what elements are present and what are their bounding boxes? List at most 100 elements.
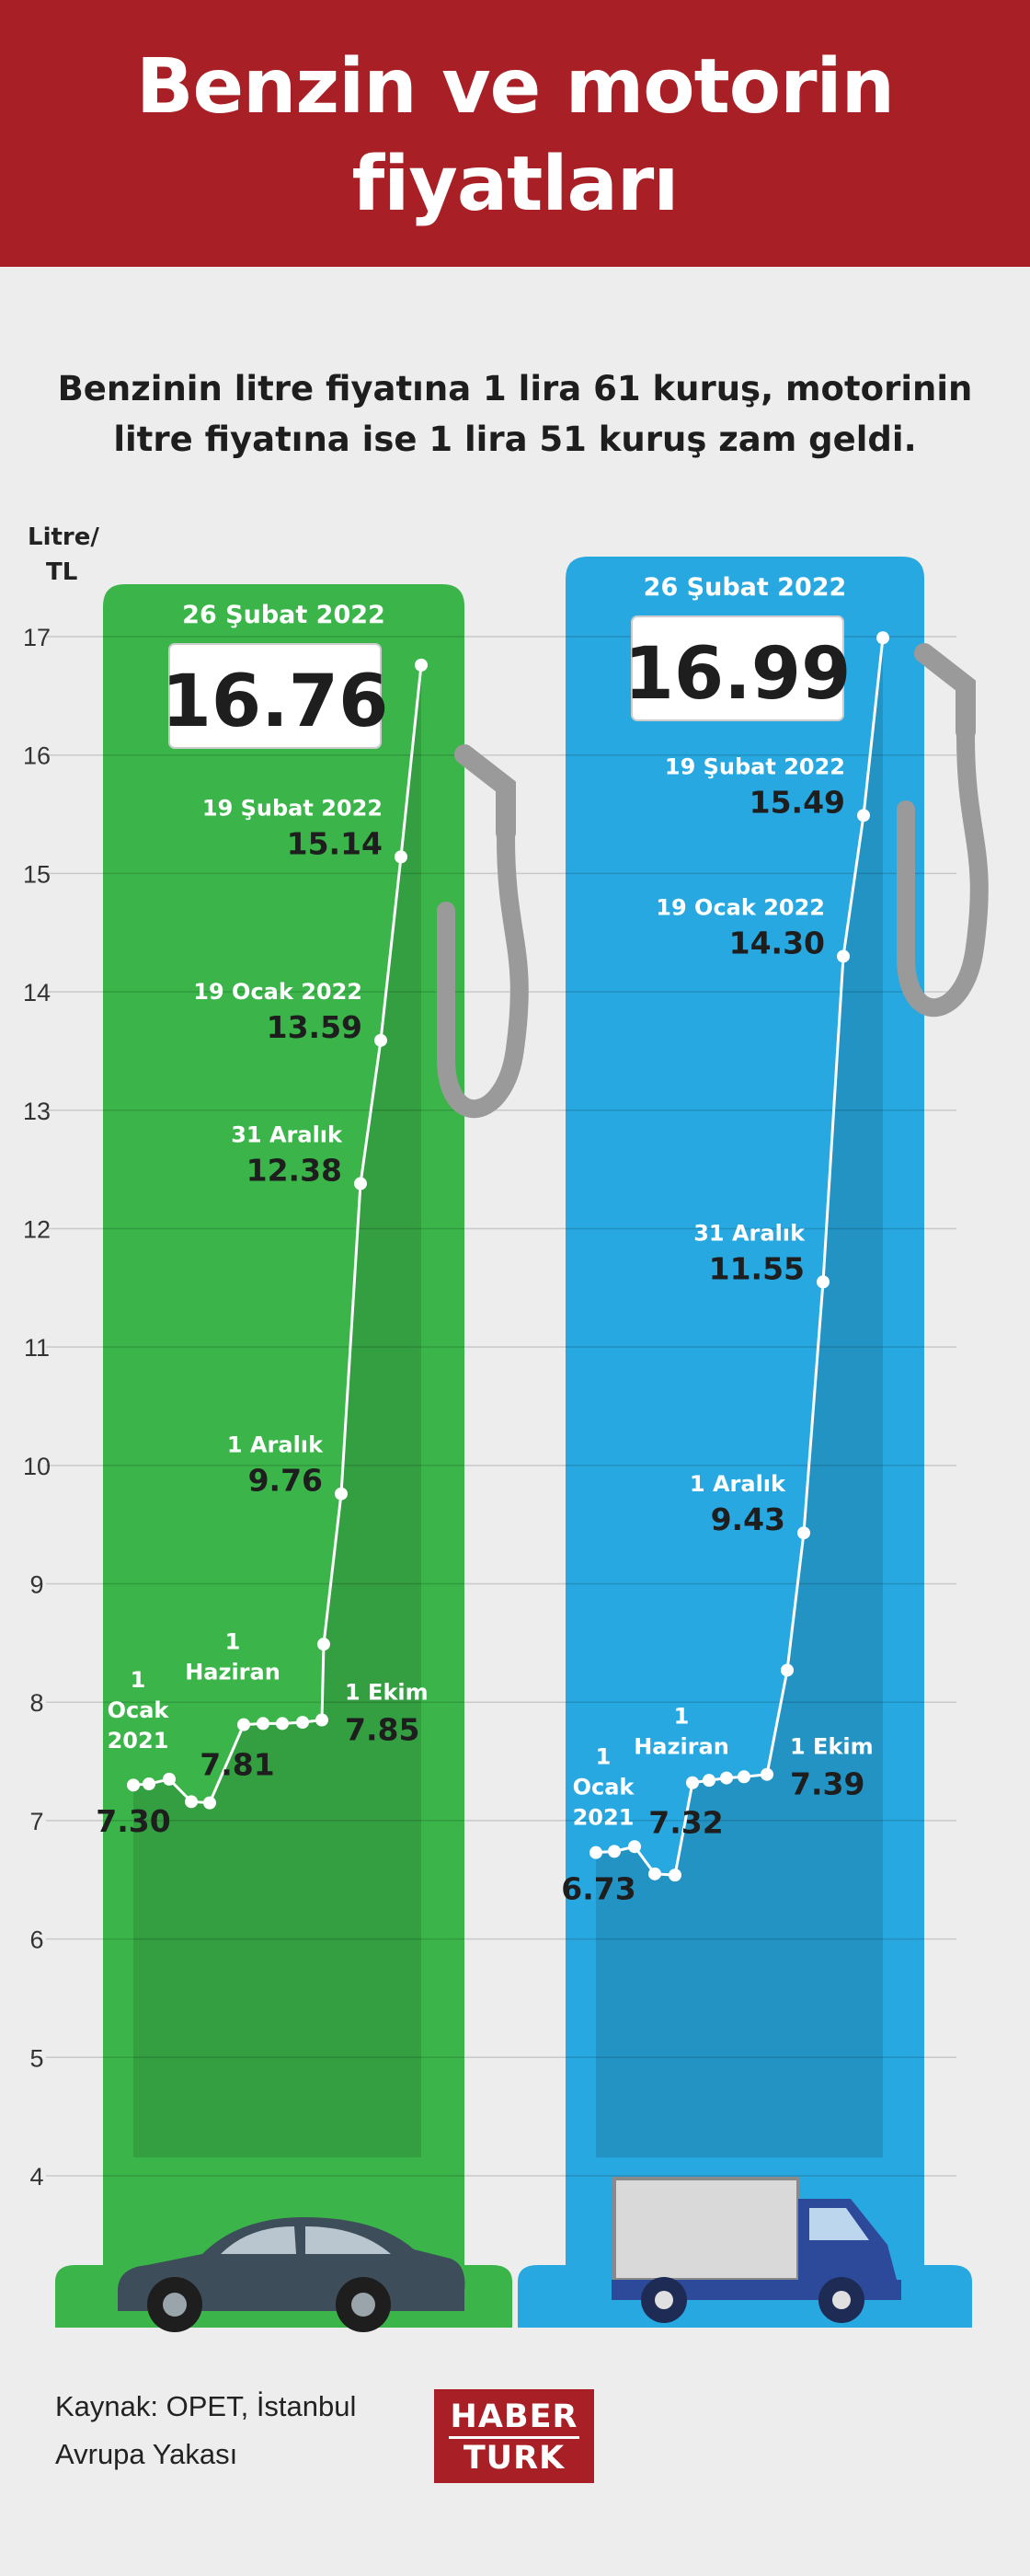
motorin-point bbox=[720, 1771, 733, 1785]
benzin-pump-nozzle-icon bbox=[437, 744, 529, 1118]
logo-line-2: TURK bbox=[463, 2440, 566, 2477]
motorin-point bbox=[781, 1663, 794, 1677]
benzin-top-value: 16.76 bbox=[162, 661, 389, 743]
motorin-annotation-value: 7.39 bbox=[790, 1766, 864, 1802]
benzin-point bbox=[203, 1796, 216, 1810]
motorin-annotation-value: 15.49 bbox=[750, 784, 845, 820]
source-note: Kaynak: OPET, İstanbul Avrupa Yakası bbox=[55, 2383, 441, 2478]
motorin-point bbox=[703, 1774, 715, 1788]
title-line-1: Benzin ve motorin bbox=[135, 43, 895, 131]
motorin-area bbox=[596, 638, 883, 2158]
benzin-annotation-value: 12.38 bbox=[246, 1153, 342, 1189]
motorin-point bbox=[589, 1846, 602, 1859]
motorin-annotation-value: 14.30 bbox=[729, 925, 825, 960]
nozzle-hose bbox=[897, 727, 989, 1017]
y-tick-label: 10 bbox=[23, 1453, 51, 1480]
benzin-annotation-value: 13.59 bbox=[267, 1009, 362, 1045]
benzin-annotation-label: 1 bbox=[131, 1667, 146, 1693]
nozzle-hose bbox=[437, 828, 529, 1118]
motorin-top-date: 26 Şubat 2022 bbox=[644, 573, 847, 602]
benzin-point bbox=[335, 1487, 348, 1501]
benzin-annotation-label: 19 Ocak 2022 bbox=[193, 979, 362, 1005]
motorin-point bbox=[738, 1770, 750, 1784]
car-icon bbox=[118, 2217, 465, 2332]
motorin-annotation-label: 31 Aralık bbox=[693, 1220, 806, 1246]
benzin-panel-body bbox=[103, 584, 464, 2265]
benzin-area bbox=[133, 664, 421, 2157]
header-banner: Benzin ve motorin fiyatları bbox=[0, 0, 1030, 267]
benzin-annotation-value: 15.14 bbox=[287, 825, 383, 861]
source-line-1: Kaynak: OPET, İstanbul bbox=[55, 2390, 357, 2422]
nozzle-handle bbox=[454, 744, 516, 843]
y-axis-label-line-1: Litre/ bbox=[28, 523, 99, 551]
benzin-point bbox=[237, 1718, 250, 1731]
truck-icon bbox=[612, 2177, 901, 2323]
car-hub bbox=[351, 2293, 375, 2317]
motorin-annotation-value: 6.73 bbox=[561, 1870, 635, 1906]
motorin-point bbox=[669, 1869, 681, 1882]
haberturk-logo: HABER TURK bbox=[434, 2389, 594, 2483]
y-tick-label: 9 bbox=[29, 1571, 43, 1599]
y-tick-label: 17 bbox=[23, 624, 51, 651]
motorin-point bbox=[837, 949, 850, 963]
benzin-annotation-label: 1 bbox=[225, 1629, 241, 1655]
benzin-annotation-label: 1 Aralık bbox=[227, 1432, 324, 1458]
benzin-annotation-label: 19 Şubat 2022 bbox=[202, 795, 383, 821]
benzin-annotation-label: Ocak bbox=[108, 1697, 170, 1723]
motorin-point bbox=[628, 1840, 641, 1854]
motorin-annotation-label: 1 bbox=[596, 1743, 612, 1769]
y-tick-label: 11 bbox=[24, 1334, 50, 1362]
benzin-point bbox=[143, 1777, 155, 1791]
motorin-panel-body bbox=[566, 557, 924, 2265]
benzin-point bbox=[276, 1717, 289, 1731]
benzin-annotation-value: 7.81 bbox=[200, 1747, 274, 1783]
logo-line-1: HABER bbox=[450, 2398, 578, 2435]
benzin-point bbox=[185, 1795, 198, 1809]
benzin-point bbox=[163, 1772, 176, 1786]
subtitle-line-1: Benzinin litre fiyatına 1 lira 61 kuruş,… bbox=[57, 369, 973, 408]
motorin-annotation-label: 19 Ocak 2022 bbox=[656, 894, 825, 920]
benzin-line bbox=[132, 664, 423, 1805]
benzin-point bbox=[315, 1713, 328, 1727]
motorin-annotation-value: 11.55 bbox=[709, 1250, 805, 1286]
motorin-annotation-label: 1 Aralık bbox=[690, 1471, 786, 1497]
motorin-point bbox=[761, 1767, 773, 1781]
truck-window bbox=[809, 2208, 869, 2240]
motorin-annotation-value: 9.43 bbox=[711, 1501, 785, 1537]
motorin-top-value: 16.99 bbox=[624, 633, 852, 716]
benzin-point bbox=[127, 1778, 140, 1792]
benzin-annotation-value: 9.76 bbox=[248, 1463, 323, 1499]
benzin-annotation-value: 7.85 bbox=[345, 1712, 419, 1748]
benzin-point bbox=[374, 1033, 387, 1047]
benzin-annotation-label: Haziran bbox=[185, 1660, 280, 1685]
source-line-2: Avrupa Yakası bbox=[55, 2438, 238, 2470]
subtitle-line-2: litre fiyatına ise 1 lira 51 kuruş zam g… bbox=[113, 420, 917, 459]
benzin-point bbox=[395, 850, 407, 864]
benzin-top-date: 26 Şubat 2022 bbox=[182, 601, 385, 629]
benzin-point bbox=[296, 1716, 309, 1730]
motorin-annotation-label: 1 bbox=[674, 1704, 690, 1730]
motorin-annotation-label: Haziran bbox=[634, 1734, 729, 1760]
motorin-point bbox=[686, 1776, 699, 1789]
y-axis-label-line-2: TL bbox=[46, 558, 77, 586]
motorin-annotation-value: 7.32 bbox=[648, 1805, 723, 1841]
nozzle-handle bbox=[914, 643, 976, 742]
y-tick-label: 16 bbox=[23, 742, 51, 770]
motorin-pump-nozzle-icon bbox=[897, 643, 989, 1017]
motorin-line bbox=[595, 638, 885, 1877]
y-tick-label: 6 bbox=[29, 1926, 43, 1954]
logo-divider bbox=[449, 2436, 579, 2439]
benzin-top-value-box bbox=[168, 643, 382, 749]
y-tick-label: 15 bbox=[23, 860, 51, 888]
motorin-annotation-label: 2021 bbox=[573, 1804, 635, 1830]
motorin-annotation-label: 1 Ekim bbox=[790, 1734, 874, 1760]
truck-hub bbox=[655, 2291, 673, 2309]
motorin-point bbox=[648, 1867, 661, 1880]
y-tick-label: 14 bbox=[23, 979, 51, 1006]
page-title: Benzin ve motorin fiyatları bbox=[0, 0, 1030, 234]
car-hub bbox=[163, 2293, 187, 2317]
y-tick-label: 7 bbox=[29, 1808, 43, 1835]
motorin-point bbox=[876, 631, 889, 645]
car-window-rear bbox=[305, 2226, 391, 2254]
motorin-point bbox=[817, 1275, 830, 1289]
